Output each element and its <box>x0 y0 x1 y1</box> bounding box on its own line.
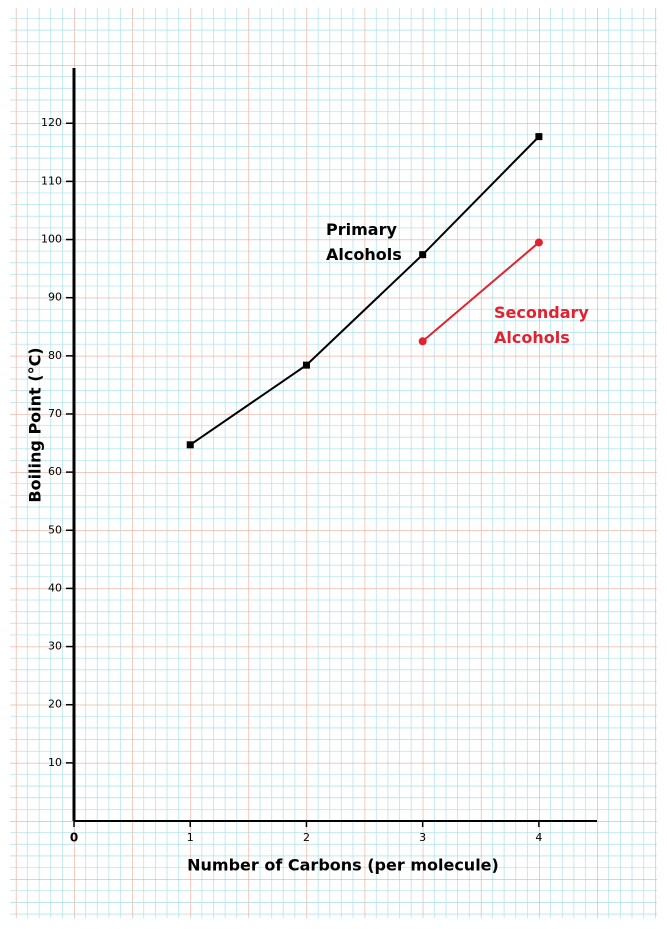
y-tick-label: 10 <box>48 756 62 769</box>
point <box>534 238 543 247</box>
y-tick-label: 70 <box>48 407 62 420</box>
y-tick-label: 110 <box>41 174 62 187</box>
point <box>302 361 310 369</box>
y-axis-title: Boiling Point (°C) <box>26 347 45 502</box>
x-tick-label: 1 <box>187 831 194 844</box>
x-axis-title: Number of Carbons (per molecule) <box>187 856 499 875</box>
point <box>535 133 543 141</box>
y-tick-label: 80 <box>48 349 62 362</box>
series-label: Secondary Alcohols <box>494 303 589 347</box>
point <box>419 251 427 259</box>
series-line <box>189 135 540 446</box>
x-tick-label: 4 <box>535 831 542 844</box>
point <box>418 337 427 346</box>
x-tick-label: 3 <box>419 831 426 844</box>
x-tick-label: 2 <box>303 831 310 844</box>
y-tick-label: 50 <box>48 523 62 536</box>
y-tick-label: 20 <box>48 698 62 711</box>
y-tick-label: 100 <box>41 233 62 246</box>
graph-paper <box>10 8 657 918</box>
y-tick-label: 90 <box>48 291 62 304</box>
y-tick-label: 30 <box>48 640 62 653</box>
y-tick-label: 120 <box>41 116 62 129</box>
point <box>186 441 194 449</box>
y-tick-label: 60 <box>48 465 62 478</box>
y-tick-label: 40 <box>48 581 62 594</box>
series-line <box>422 241 540 343</box>
series-label: Primary Alcohols <box>326 220 402 264</box>
x-tick-label: 0 <box>70 831 78 845</box>
